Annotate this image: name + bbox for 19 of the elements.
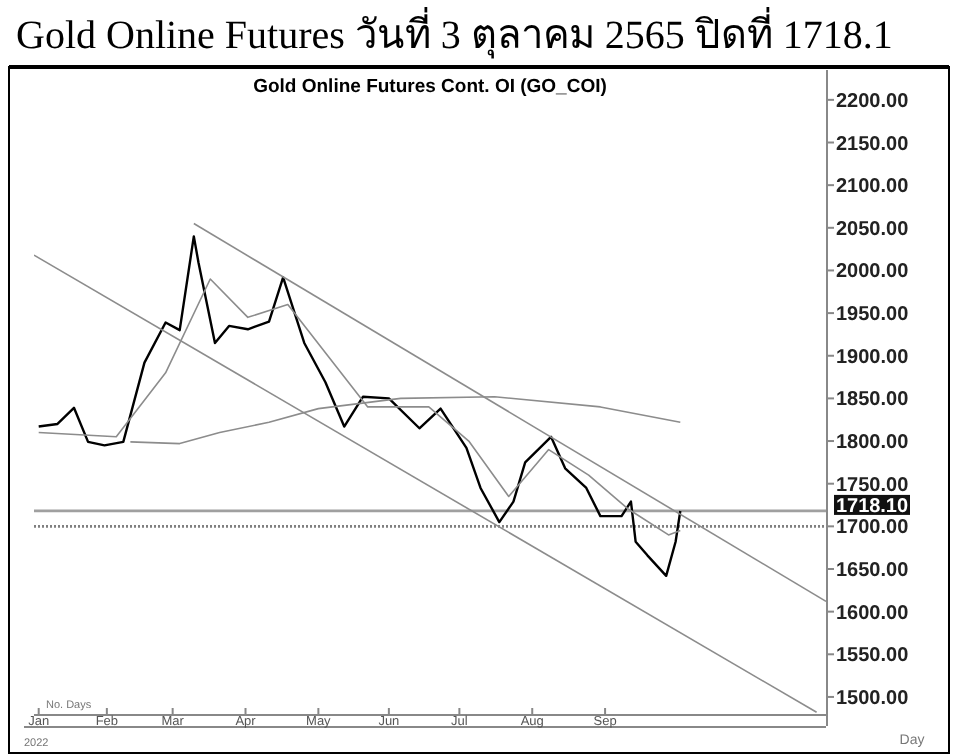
y-tick-label: 1550.00 [836, 645, 910, 668]
y-tick-label: 2100.00 [836, 176, 910, 199]
chart-subtitle: Gold Online Futures Cont. OI (GO_COI) [253, 76, 607, 98]
y-tick-label: 1600.00 [836, 602, 910, 625]
y-tick-label: 2000.00 [836, 261, 910, 284]
y-tick-label: 1800.00 [836, 432, 910, 455]
line-series [37, 235, 682, 578]
ref-line-label: 1718.10 [836, 495, 909, 518]
y-tick-label: 1900.00 [836, 346, 910, 369]
y-tick-label: 1850.00 [836, 389, 910, 412]
y-tick-label: 1950.00 [836, 304, 910, 327]
y-tick-label: 1650.00 [836, 559, 910, 582]
chart-title: Gold Online Futures วันที่ 3 ตุลาคม 2565 ปิดที่ 1718.1 [16, 6, 893, 60]
y-tick-label: 1750.00 [836, 474, 910, 497]
y-tick-label: 2050.00 [836, 218, 910, 241]
y-tick-label: 1500.00 [836, 687, 910, 710]
y-tick-label: 1700.00 [836, 517, 910, 540]
y-tick-label: 2200.00 [836, 90, 910, 113]
y-tick-label: 2150.00 [836, 133, 910, 156]
